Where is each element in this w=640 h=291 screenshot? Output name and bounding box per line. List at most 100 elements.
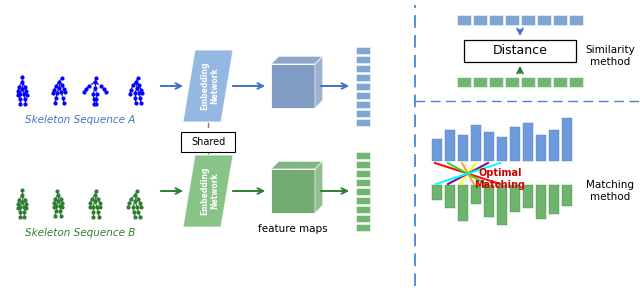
FancyBboxPatch shape	[569, 15, 583, 25]
Point	[95, 201, 105, 205]
Point	[96, 84, 106, 88]
Point	[84, 84, 94, 88]
Point	[131, 101, 141, 105]
Point	[56, 214, 66, 218]
FancyBboxPatch shape	[356, 196, 370, 203]
Point	[81, 87, 91, 91]
FancyBboxPatch shape	[445, 185, 455, 208]
Point	[17, 87, 27, 91]
Point	[85, 205, 95, 209]
Point	[91, 76, 101, 80]
FancyBboxPatch shape	[537, 77, 551, 87]
FancyBboxPatch shape	[356, 178, 370, 185]
FancyBboxPatch shape	[457, 77, 471, 87]
Point	[59, 87, 69, 91]
Point	[90, 86, 100, 90]
Point	[49, 205, 59, 209]
Point	[51, 84, 61, 88]
FancyBboxPatch shape	[521, 15, 535, 25]
Point	[14, 97, 24, 101]
FancyBboxPatch shape	[356, 109, 370, 116]
Point	[53, 193, 63, 197]
Point	[57, 76, 67, 80]
Point	[51, 209, 61, 213]
Point	[133, 76, 143, 80]
Polygon shape	[271, 169, 315, 213]
FancyBboxPatch shape	[537, 15, 551, 25]
Point	[21, 93, 31, 97]
FancyBboxPatch shape	[432, 139, 442, 161]
Point	[85, 201, 95, 205]
Point	[94, 215, 104, 219]
Point	[13, 89, 23, 93]
FancyBboxPatch shape	[505, 77, 519, 87]
Point	[50, 197, 60, 201]
Point	[88, 205, 98, 209]
Point	[17, 75, 27, 79]
Point	[52, 189, 62, 193]
Polygon shape	[315, 161, 323, 213]
Point	[57, 83, 67, 87]
Point	[54, 86, 64, 90]
Point	[19, 97, 29, 101]
Point	[19, 92, 29, 96]
FancyBboxPatch shape	[356, 47, 370, 54]
Point	[131, 80, 141, 84]
Point	[50, 214, 60, 218]
Point	[95, 205, 105, 209]
Point	[15, 210, 25, 214]
Text: Shared: Shared	[191, 137, 225, 147]
Text: Optimal
Matching: Optimal Matching	[474, 168, 525, 190]
Point	[125, 92, 135, 96]
Point	[20, 85, 30, 89]
Point	[51, 96, 61, 100]
Point	[128, 205, 138, 209]
Polygon shape	[271, 56, 323, 64]
FancyBboxPatch shape	[356, 91, 370, 98]
Point	[57, 201, 67, 205]
FancyBboxPatch shape	[457, 15, 471, 25]
Point	[136, 205, 146, 209]
Point	[15, 92, 25, 96]
FancyBboxPatch shape	[471, 185, 481, 204]
Text: Skeleton Sequence A: Skeleton Sequence A	[25, 115, 135, 125]
FancyBboxPatch shape	[356, 56, 370, 63]
Point	[129, 210, 139, 214]
Polygon shape	[271, 161, 323, 169]
Polygon shape	[271, 64, 315, 108]
FancyBboxPatch shape	[484, 185, 494, 217]
Polygon shape	[183, 50, 233, 122]
FancyBboxPatch shape	[464, 40, 576, 62]
Point	[89, 97, 99, 101]
Point	[49, 88, 59, 92]
Point	[92, 205, 102, 209]
Point	[88, 210, 98, 214]
Point	[53, 199, 63, 203]
Point	[135, 96, 145, 100]
FancyBboxPatch shape	[489, 15, 503, 25]
Point	[14, 102, 24, 106]
FancyBboxPatch shape	[356, 161, 370, 168]
Point	[51, 204, 61, 208]
Point	[90, 193, 100, 197]
Point	[21, 206, 31, 210]
Polygon shape	[183, 155, 233, 227]
FancyBboxPatch shape	[521, 77, 535, 87]
Point	[126, 197, 136, 201]
FancyBboxPatch shape	[489, 77, 503, 87]
FancyBboxPatch shape	[432, 185, 442, 200]
Text: feature maps: feature maps	[258, 224, 328, 234]
FancyBboxPatch shape	[510, 185, 520, 212]
FancyBboxPatch shape	[523, 185, 533, 208]
Point	[136, 88, 146, 92]
FancyBboxPatch shape	[553, 15, 567, 25]
Point	[133, 210, 143, 214]
Point	[134, 91, 144, 95]
Point	[123, 205, 133, 209]
FancyBboxPatch shape	[458, 135, 468, 161]
Point	[12, 93, 22, 97]
Point	[93, 210, 103, 214]
Point	[91, 189, 101, 193]
Point	[132, 189, 142, 193]
Point	[14, 198, 24, 202]
